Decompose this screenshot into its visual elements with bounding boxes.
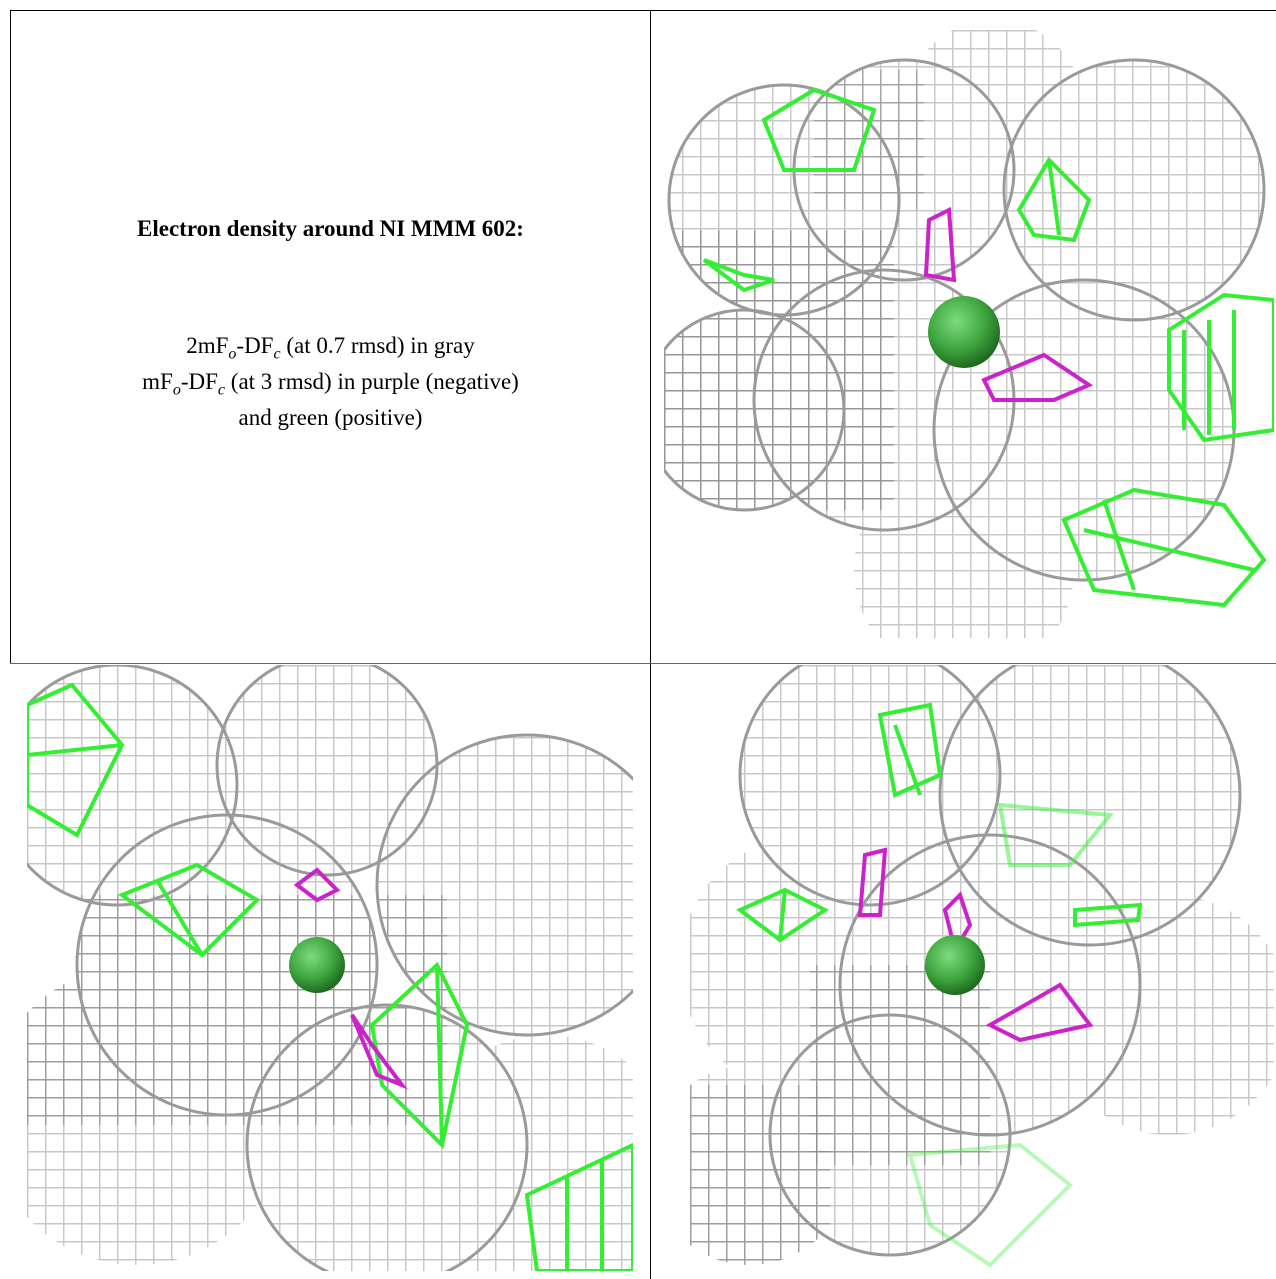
density-view <box>690 665 1274 1271</box>
density-view <box>27 665 633 1271</box>
figure: Electron density around NI MMM 602: 2mFo… <box>0 0 1276 1279</box>
subscript: c <box>218 382 225 399</box>
ni-sphere <box>928 296 1000 368</box>
subscript: c <box>273 346 280 363</box>
legend-line: 2mFo-DFc (at 0.7 rmsd) in gray <box>11 333 650 364</box>
subscript: o <box>173 382 181 399</box>
text: (at 0.7 rmsd) in gray <box>281 333 475 358</box>
ni-sphere <box>289 937 345 993</box>
border <box>10 10 1276 11</box>
text: and green (positive) <box>239 405 423 430</box>
legend-line: and green (positive) <box>11 405 650 431</box>
ni-sphere <box>925 935 985 995</box>
text: 2mF <box>186 333 228 358</box>
density-view <box>664 30 1274 638</box>
legend-line: mFo-DFc (at 3 rmsd) in purple (negative) <box>11 369 650 400</box>
text: mF <box>142 369 173 394</box>
border <box>10 663 1276 664</box>
text: -DF <box>181 369 218 394</box>
title: Electron density around NI MMM 602: <box>11 216 650 242</box>
border <box>650 10 651 1279</box>
text: -DF <box>236 333 273 358</box>
text: (at 3 rmsd) in purple (negative) <box>225 369 519 394</box>
